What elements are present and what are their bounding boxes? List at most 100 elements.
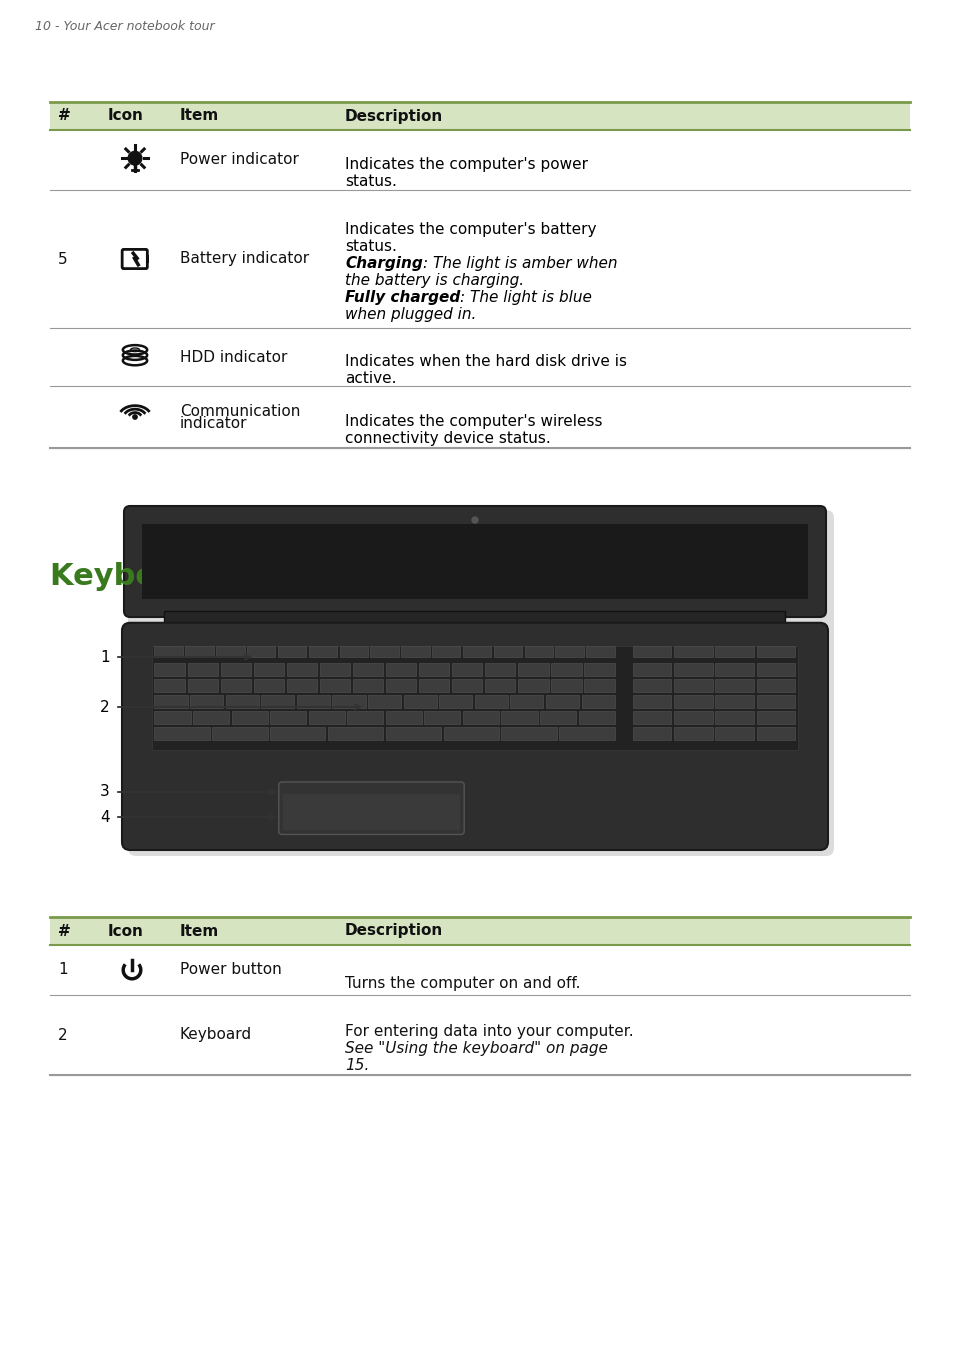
Bar xyxy=(432,646,460,657)
Bar xyxy=(270,727,325,741)
Text: indicator: indicator xyxy=(180,415,247,430)
Bar xyxy=(261,695,294,708)
Text: Indicates the computer's power: Indicates the computer's power xyxy=(345,157,587,173)
Text: Keyboard view: Keyboard view xyxy=(50,562,303,591)
Bar xyxy=(220,662,251,676)
Bar xyxy=(154,662,185,676)
Text: 2: 2 xyxy=(58,1028,68,1042)
Circle shape xyxy=(132,415,137,419)
Bar xyxy=(277,646,306,657)
Bar xyxy=(368,695,400,708)
Bar xyxy=(190,695,223,708)
Bar xyxy=(673,646,712,657)
Bar xyxy=(226,695,258,708)
Bar xyxy=(551,662,581,676)
Text: : The light is amber when: : The light is amber when xyxy=(422,257,617,272)
Text: Icon: Icon xyxy=(108,108,144,123)
Bar xyxy=(632,695,671,708)
Bar xyxy=(581,695,614,708)
Text: active.: active. xyxy=(345,372,396,387)
Text: 10 - Your Acer notebook tour: 10 - Your Acer notebook tour xyxy=(35,20,214,32)
Bar xyxy=(370,646,398,657)
Text: 1: 1 xyxy=(58,963,68,977)
Bar xyxy=(715,646,753,657)
Circle shape xyxy=(128,151,142,165)
Text: Fully charged: Fully charged xyxy=(345,291,459,306)
Text: 3: 3 xyxy=(100,784,110,799)
Bar xyxy=(673,727,712,741)
Text: : The light is blue: : The light is blue xyxy=(459,291,592,306)
Bar xyxy=(443,727,498,741)
Text: Power button: Power button xyxy=(180,963,281,977)
Bar xyxy=(539,711,576,725)
Bar xyxy=(715,662,753,676)
Bar xyxy=(418,679,449,692)
Bar xyxy=(188,662,218,676)
Bar xyxy=(715,727,753,741)
Bar xyxy=(319,679,350,692)
Bar xyxy=(332,695,365,708)
Bar xyxy=(424,711,460,725)
Text: #: # xyxy=(58,108,71,123)
Bar xyxy=(339,646,368,657)
Bar xyxy=(164,611,784,631)
Bar xyxy=(632,711,671,725)
Bar xyxy=(142,525,807,599)
Bar xyxy=(517,679,548,692)
Bar xyxy=(452,662,482,676)
Text: Item: Item xyxy=(180,108,219,123)
Text: Description: Description xyxy=(345,108,443,123)
Bar xyxy=(185,646,213,657)
Text: 15.: 15. xyxy=(345,1059,369,1073)
Bar xyxy=(213,727,268,741)
Bar xyxy=(558,727,614,741)
Bar xyxy=(50,101,909,130)
Bar xyxy=(462,711,498,725)
FancyBboxPatch shape xyxy=(122,623,827,850)
Bar xyxy=(216,646,244,657)
Bar xyxy=(555,646,583,657)
Bar xyxy=(583,662,614,676)
Text: status.: status. xyxy=(345,174,396,189)
Bar xyxy=(385,679,416,692)
Bar xyxy=(309,711,344,725)
Bar xyxy=(475,695,507,708)
Text: Turns the computer on and off.: Turns the computer on and off. xyxy=(345,976,579,991)
Bar xyxy=(452,679,482,692)
Bar xyxy=(253,679,284,692)
Text: HDD indicator: HDD indicator xyxy=(180,350,287,365)
Bar xyxy=(328,727,383,741)
Bar xyxy=(146,256,149,264)
Bar xyxy=(756,695,795,708)
Bar xyxy=(347,711,383,725)
Bar xyxy=(545,695,578,708)
Text: 1: 1 xyxy=(100,649,110,664)
Bar xyxy=(632,727,671,741)
Bar xyxy=(517,662,548,676)
Text: For entering data into your computer.: For entering data into your computer. xyxy=(345,1023,633,1038)
Text: Charging: Charging xyxy=(345,257,422,272)
Bar xyxy=(353,662,383,676)
Bar xyxy=(438,695,472,708)
Text: Item: Item xyxy=(180,923,219,938)
Bar xyxy=(154,727,210,741)
FancyBboxPatch shape xyxy=(128,510,833,856)
Bar xyxy=(501,711,537,725)
Bar xyxy=(220,679,251,692)
Bar xyxy=(673,695,712,708)
Text: Indicates the computer's battery: Indicates the computer's battery xyxy=(345,223,596,238)
Bar xyxy=(154,711,191,725)
Bar xyxy=(253,662,284,676)
Bar xyxy=(551,679,581,692)
Bar xyxy=(715,711,753,725)
Text: Power indicator: Power indicator xyxy=(180,153,298,168)
Bar xyxy=(385,662,416,676)
Text: Indicates when the hard disk drive is: Indicates when the hard disk drive is xyxy=(345,354,626,369)
Bar xyxy=(632,679,671,692)
Text: when plugged in.: when plugged in. xyxy=(345,307,476,322)
Bar xyxy=(578,711,614,725)
Bar xyxy=(494,646,521,657)
Text: 2: 2 xyxy=(100,699,110,714)
FancyBboxPatch shape xyxy=(124,506,825,617)
Bar xyxy=(193,711,229,725)
